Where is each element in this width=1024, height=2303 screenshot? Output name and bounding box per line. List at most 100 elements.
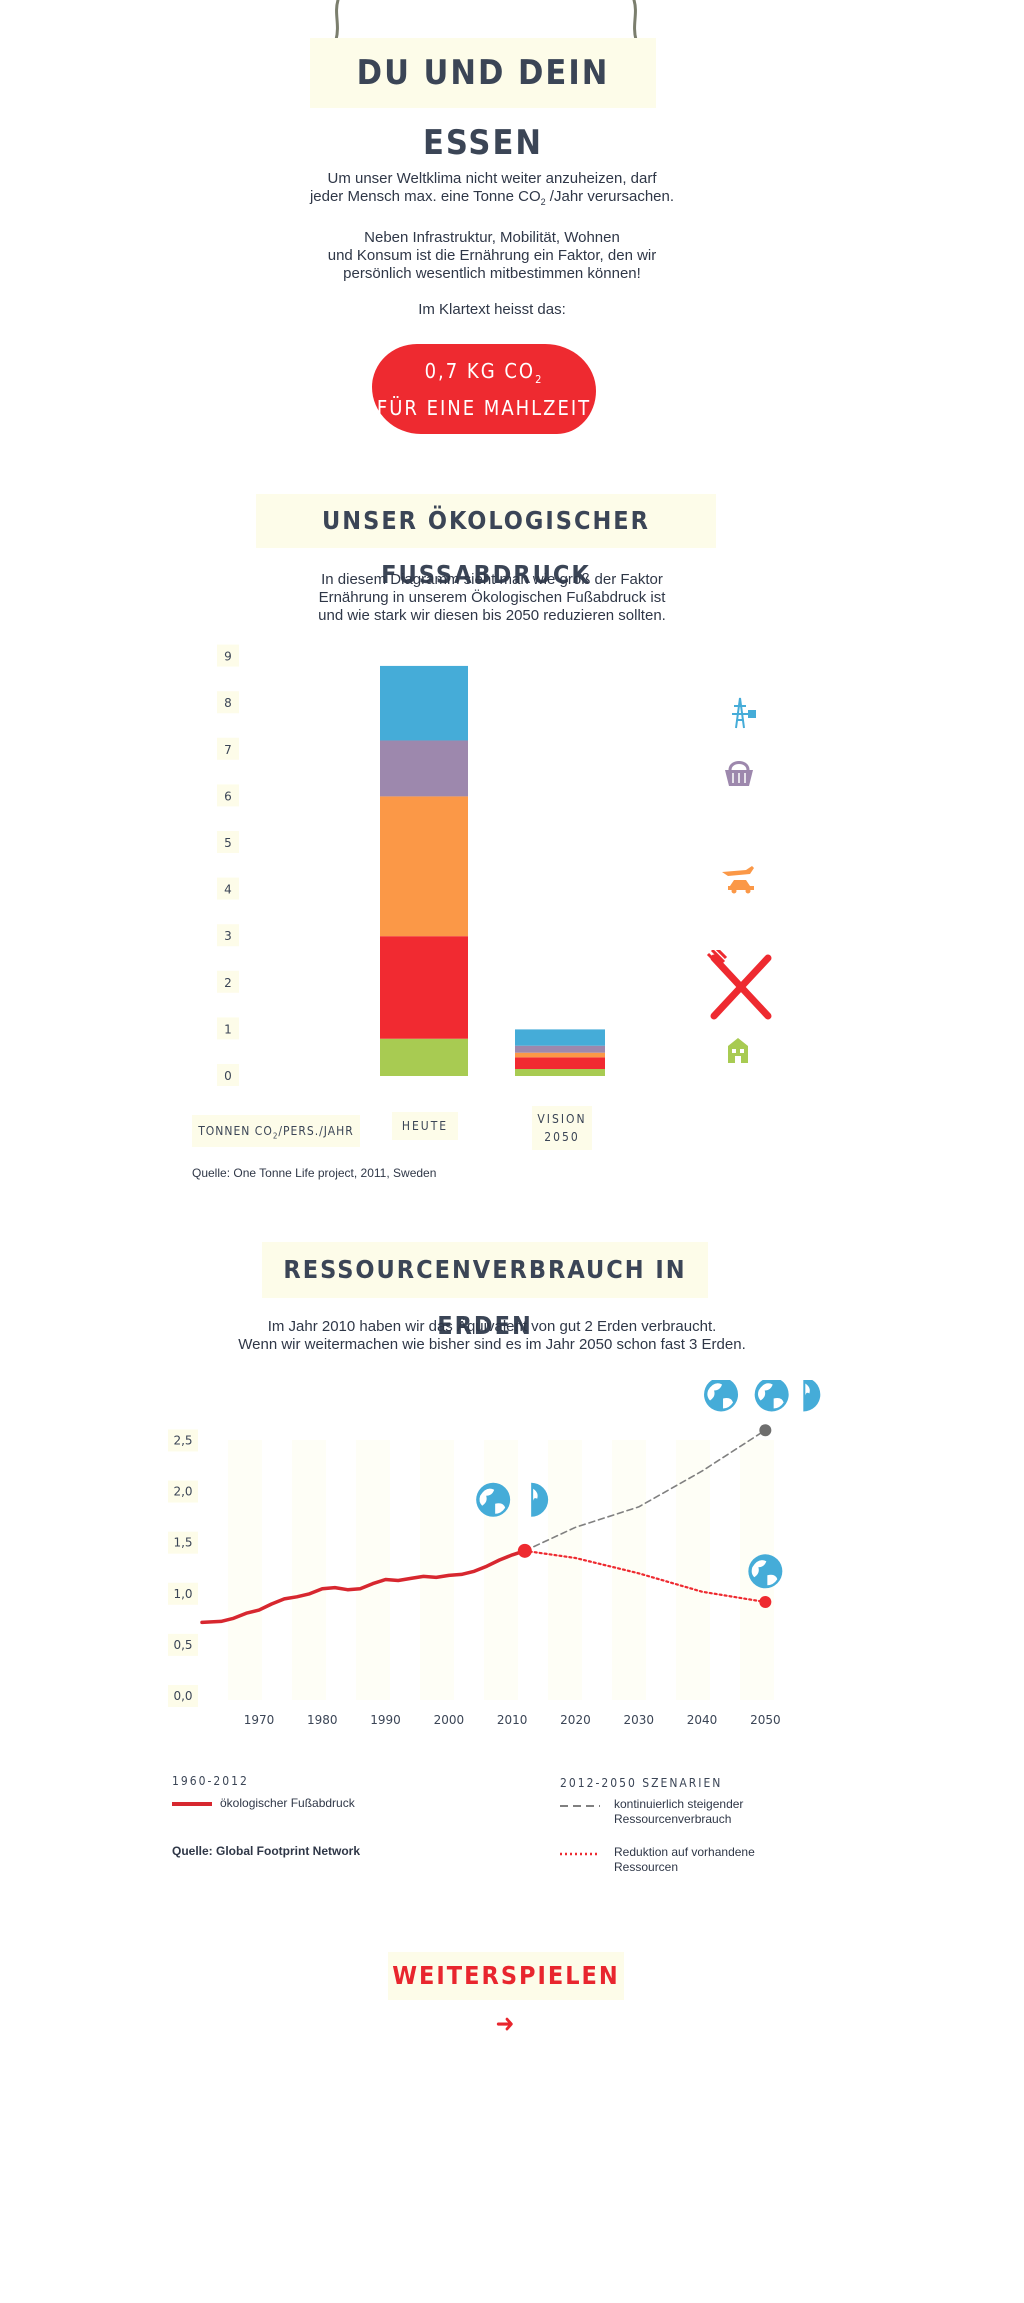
series-junction-point (517, 1543, 532, 1558)
series-line-1 (523, 1429, 767, 1552)
grid-stripe (356, 1440, 390, 1700)
shopping-basket-icon (725, 761, 753, 786)
series-endpoint-2 (759, 1595, 772, 1608)
y-tick-bg-5 (217, 831, 239, 853)
continue-button[interactable]: WEITERSPIELEN ➜ (388, 1952, 624, 2038)
x-tick-label-2020: 2020 (560, 1713, 591, 1727)
y-tick-bg-6 (217, 784, 239, 807)
y-tick-bg-0 (217, 1064, 239, 1086)
bar-segment-heute-1 (380, 936, 468, 1039)
intro-line-2: jeder Mensch max. eine Tonne CO2 /Jahr v… (309, 188, 675, 207)
y-tick-bg-2 (217, 970, 239, 993)
intro-line-5: persönlich wesentlich mitbestimmen könne… (343, 265, 641, 282)
resources-description: Im Jahr 2010 haben wir das Äquivalent vo… (112, 1318, 872, 1354)
intro-line-6: Im Klartext heisst das: (418, 301, 566, 318)
series-line-2 (523, 1549, 767, 1604)
x-tick-label-1970: 1970 (244, 1713, 275, 1727)
y-tick-bg-1 (217, 1017, 239, 1040)
grid-stripe (548, 1440, 582, 1700)
earth-icon-2010-full (476, 1482, 511, 1517)
legend-dotted-line (560, 1852, 600, 1856)
legend-left-item: ökologischer Fußabdruck (220, 1796, 355, 1810)
y-tick-label-1,0: 1,0 (173, 1587, 192, 1601)
y-tick-label-0: 0 (224, 1069, 232, 1083)
intro-line-3: Neben Infrastruktur, Mobilität, Wohnen (364, 229, 620, 246)
bar-segment-heute-4 (380, 665, 468, 741)
footprint-description: In diesem Diagramm sieht man wie groß de… (212, 571, 772, 625)
y-tick-bg-4 (217, 877, 239, 900)
legend-right-item-2: Reduktion auf vorhandene Ressourcen (614, 1845, 755, 1874)
series-endpoint-1 (759, 1424, 772, 1437)
earth-icon-2010-half (531, 1482, 549, 1517)
legend-dashed-line (560, 1805, 600, 1807)
grid-stripe (484, 1440, 518, 1700)
y-tick-bg-2,0 (168, 1480, 198, 1503)
intro-line-1: Um unser Weltklima nicht weiter anzuheiz… (327, 170, 657, 187)
legend-right-item-1: kontinuierlich steigender Ressourcenverbr… (614, 1797, 744, 1826)
y-tick-bg-0,5 (168, 1633, 198, 1656)
plane-car-icon (722, 866, 754, 894)
earth-icon-2050-3 (803, 1380, 821, 1412)
page-title: DU UND DEIN ESSEN (310, 38, 656, 163)
y-tick-label-1,5: 1,5 (173, 1536, 192, 1550)
badge-line-2: FÜR EINE MAHLZEIT (376, 396, 592, 420)
y-tick-label-8: 8 (224, 696, 232, 710)
legend-right-title: 2012-2050 SZENARIEN (560, 1776, 723, 1790)
y-tick-label-9: 9 (224, 650, 232, 664)
resources-title: RESSOURCENVERBRAUCH IN ERDEN (262, 1242, 708, 1340)
footprint-source: Quelle: One Tonne Life project, 2011, Sw… (192, 1166, 437, 1180)
y-tick-bg-3 (217, 924, 239, 947)
footprint-desc-2: Ernährung in unserem Ökologischen Fußabd… (318, 589, 666, 606)
x-tick-label-2010: 2010 (497, 1713, 528, 1727)
bar-segment-vision-0 (515, 1069, 605, 1076)
bar-segment-vision-3 (515, 1045, 605, 1053)
y-tick-bg-0,0 (168, 1685, 198, 1707)
footprint-title: UNSER ÖKOLOGISCHER FUSSABDRUCK (256, 494, 716, 589)
y-tick-bg-8 (217, 691, 239, 714)
x-tick-label-2030: 2030 (623, 1713, 654, 1727)
intro-line-4: und Konsum ist die Ernährung ein Faktor,… (327, 247, 657, 264)
y-tick-label-6: 6 (224, 789, 232, 803)
y-tick-label-2,5: 2,5 (173, 1433, 192, 1447)
y-tick-bg-2,5 (168, 1429, 198, 1452)
category-label-heute: HEUTE (392, 1112, 458, 1140)
earth-icon-2050-1 (704, 1380, 739, 1412)
y-tick-bg-9 (217, 644, 239, 667)
meal-co2-badge: 0,7 KG CO2 FÜR EINE MAHLZEIT (372, 344, 596, 434)
y-tick-label-5: 5 (224, 836, 232, 850)
series-line-0 (200, 1549, 527, 1625)
intro-text: Um unser Weltklima nicht weiter anzuheiz… (212, 170, 772, 337)
y-tick-label-2,0: 2,0 (173, 1485, 192, 1499)
earth-icon-2050-reduced (748, 1554, 783, 1589)
y-tick-bg-1,0 (168, 1582, 198, 1605)
footprint-bar-chart: 0 1 2 3 4 5 6 7 8 9 (217, 644, 605, 1086)
y-tick-label-7: 7 (224, 743, 232, 757)
grid-stripe (228, 1440, 262, 1700)
bar-segment-vision-1 (515, 1057, 605, 1070)
y-tick-bg-1,5 (168, 1531, 198, 1554)
x-tick-label-2040: 2040 (687, 1713, 718, 1727)
y-tick-label-1: 1 (224, 1022, 232, 1036)
earth-icon-2050-2 (754, 1380, 789, 1412)
y-tick-label-2: 2 (224, 976, 232, 990)
x-tick-label-2000: 2000 (434, 1713, 465, 1727)
badge-line-1: 0,7 KG CO2 (424, 359, 544, 386)
y-tick-label-3: 3 (224, 929, 232, 943)
y-tick-bg-7 (217, 737, 239, 760)
hanging-strings (334, 0, 638, 42)
legend-solid-line (172, 1802, 212, 1806)
y-tick-label-0,0: 0,0 (173, 1689, 192, 1703)
earth-resources-line-chart: 0,0 0,5 1,0 1,5 2,0 2,5 1970 1980 1990 2000 2010 20… (168, 1380, 821, 1727)
house-icon (728, 1038, 748, 1063)
legend-left-title: 1960-2012 (172, 1774, 249, 1788)
x-tick-label-2050: 2050 (750, 1713, 781, 1727)
bar-segment-heute-0 (380, 1038, 468, 1076)
grid-stripe (292, 1440, 326, 1700)
y-tick-label-0,5: 0,5 (173, 1638, 192, 1652)
footprint-desc-1: In diesem Diagramm sieht man wie groß de… (321, 571, 663, 588)
fork-knife-icon (706, 950, 772, 1020)
footprint-desc-3: und wie stark wir diesen bis 2050 reduzi… (318, 607, 666, 624)
bar-segment-heute-2 (380, 796, 468, 937)
resources-desc-1: Im Jahr 2010 haben wir das Äquivalent vo… (267, 1318, 717, 1335)
grid-stripe (420, 1440, 454, 1700)
